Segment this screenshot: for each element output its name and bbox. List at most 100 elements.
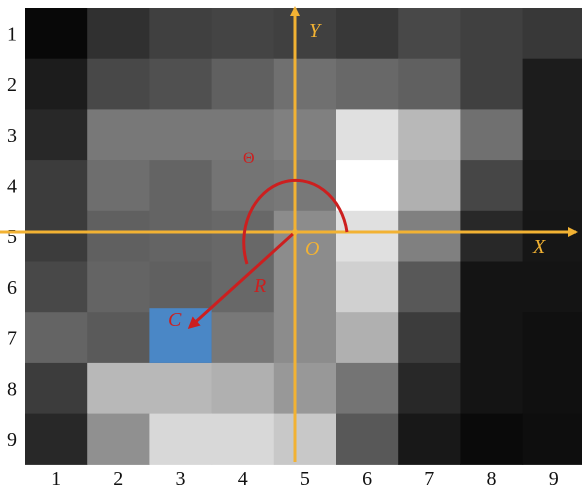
column-label: 4: [238, 468, 248, 490]
grid-cell-r5-c1: [25, 210, 88, 263]
grid-cell-r8-c2: [87, 362, 150, 415]
column-labels: 1 2 3 4 5 6 7 8 9: [51, 468, 559, 490]
grid-cell-r1-c5: [273, 8, 337, 60]
grid-cell-r6-c4: [211, 261, 275, 313]
grid-cell-r2-c4: [211, 58, 275, 110]
grid-cell-r3-c9: [522, 109, 582, 161]
column-label: 7: [424, 468, 434, 490]
grid-cell-r5-c6: [336, 210, 399, 263]
grid-cell-r9-c2: [87, 413, 150, 465]
column-label: 1: [51, 468, 61, 490]
grid-cell-r3-c7: [398, 109, 461, 161]
grid-cell-r3-c1: [25, 109, 88, 161]
grid-cell-r7-c8: [460, 312, 524, 364]
grid-cell-r2-c6: [336, 58, 399, 110]
grid-cell-r1-c1: [25, 8, 88, 60]
grid-cell-r1-c6: [336, 8, 399, 60]
grid-cell-r6-c3: [149, 261, 213, 313]
grid-cell-r9-c6: [336, 413, 399, 465]
column-label: 3: [176, 468, 186, 490]
grid-cell-r2-c5: [273, 58, 337, 110]
grid-cell-r8-c9: [522, 362, 582, 415]
radius-label: R: [253, 275, 266, 297]
grid-cell-r9-c4: [211, 413, 275, 465]
grid-cell-r4-c6: [336, 160, 399, 212]
grid-cell-r1-c4: [211, 8, 275, 60]
grid-cell-r3-c2: [87, 109, 150, 161]
grid-cell-r6-c2: [87, 261, 150, 313]
grid-cell-r4-c1: [25, 160, 88, 212]
grid-cell-r5-c3: [149, 210, 213, 263]
grid-cell-r5-c9: [522, 210, 582, 263]
column-label: 9: [549, 468, 559, 490]
grid-cell-r2-c3: [149, 58, 213, 110]
grid-cell-r5-c2: [87, 210, 150, 263]
grid-cell-r4-c3: [149, 160, 213, 212]
y-axis-label: Y: [309, 20, 322, 42]
target-label: C: [168, 309, 182, 331]
grid-cell-r1-c3: [149, 8, 213, 60]
grid-cell-r6-c7: [398, 261, 461, 313]
pixel-grid: [25, 8, 582, 465]
grid-cell-r3-c6: [336, 109, 399, 161]
column-label: 2: [113, 468, 123, 490]
grid-cell-r8-c7: [398, 362, 461, 415]
row-labels: 1 2 3 4 5 6 7 8 9: [7, 23, 17, 451]
x-axis-label: X: [532, 236, 546, 258]
grid-cell-r3-c5: [273, 109, 337, 161]
grid-cell-r8-c6: [336, 362, 399, 415]
grid-cell-r7-c2: [87, 312, 150, 364]
row-label: 8: [7, 378, 17, 400]
row-label: 4: [7, 176, 17, 198]
grid-cell-r4-c5: [273, 160, 337, 212]
grid-cell-r6-c5: [273, 261, 337, 313]
grid-cell-r7-c9: [522, 312, 582, 364]
column-label: 5: [300, 468, 310, 490]
column-label: 6: [362, 468, 372, 490]
grid-cell-r9-c7: [398, 413, 461, 465]
grid-cell-r7-c6: [336, 312, 399, 364]
grid-cell-r4-c8: [460, 160, 524, 212]
row-label: 2: [7, 74, 17, 96]
grid-cell-r2-c8: [460, 58, 524, 110]
grid-cell-r5-c7: [398, 210, 461, 263]
grid-cell-r7-c4: [211, 312, 275, 364]
grid-cell-r1-c8: [460, 8, 524, 60]
row-label: 5: [7, 226, 17, 248]
grid-cell-r4-c7: [398, 160, 461, 212]
grid-cell-r8-c3: [149, 362, 213, 415]
grid-cell-r4-c9: [522, 160, 582, 212]
row-label: 9: [7, 429, 17, 451]
row-label: 3: [7, 125, 17, 147]
grid-cell-r4-c2: [87, 160, 150, 212]
grid-cell-r2-c1: [25, 58, 88, 110]
grid-cell-r4-c4: [211, 160, 275, 212]
grid-cell-r6-c6: [336, 261, 399, 313]
grid-cell-r8-c4: [211, 362, 275, 415]
radius-arrow: [187, 230, 297, 330]
grid-cell-r1-c7: [398, 8, 461, 60]
row-label: 7: [7, 328, 17, 350]
grid-cell-r9-c8: [460, 413, 524, 465]
grid-cell-r3-c8: [460, 109, 524, 161]
grid-cell-r5-c5: [273, 210, 337, 263]
grid-cell-r6-c1: [25, 261, 88, 313]
grid-cell-r1-c9: [522, 8, 582, 60]
grid-cell-r6-c9: [522, 261, 582, 313]
grid-cell-r7-c1: [25, 312, 88, 364]
origin-point: [292, 229, 298, 235]
column-label: 8: [487, 468, 497, 490]
grid-cell-r2-c7: [398, 58, 461, 110]
grid-cell-r5-c8: [460, 210, 524, 263]
grid-cell-r7-c7: [398, 312, 461, 364]
origin-label: O: [305, 238, 319, 260]
grid-cell-r8-c1: [25, 362, 88, 415]
grid-cell-r8-c5: [273, 362, 337, 415]
grid-cell-r6-c8: [460, 261, 524, 313]
angle-label: Θ: [243, 150, 255, 167]
grid-cell-r2-c9: [522, 58, 582, 110]
grid-cell-r7-c5: [273, 312, 337, 364]
grid-cell-r2-c2: [87, 58, 150, 110]
grid-cell-r9-c9: [522, 413, 582, 465]
